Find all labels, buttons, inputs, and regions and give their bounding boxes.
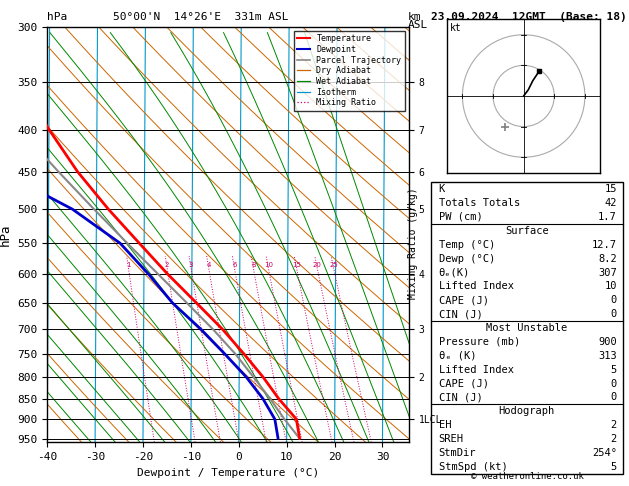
Text: 2: 2 [165,262,169,268]
Text: 5: 5 [611,364,617,375]
Text: 25: 25 [330,262,338,268]
Text: 20: 20 [313,262,322,268]
Text: 8.2: 8.2 [598,254,617,263]
Text: 313: 313 [598,351,617,361]
Text: 307: 307 [598,267,617,278]
Text: K: K [438,184,445,194]
Text: ASL: ASL [408,20,428,31]
Text: 3: 3 [189,262,193,268]
Text: 15: 15 [292,262,301,268]
Text: 42: 42 [604,198,617,208]
Text: StmDir: StmDir [438,448,476,458]
Text: 23.09.2024  12GMT  (Base: 18): 23.09.2024 12GMT (Base: 18) [431,12,626,22]
Text: θₑ(K): θₑ(K) [438,267,470,278]
Text: Most Unstable: Most Unstable [486,323,567,333]
Text: CAPE (J): CAPE (J) [438,295,489,305]
Text: θₑ (K): θₑ (K) [438,351,476,361]
Text: 5: 5 [611,462,617,472]
Text: 10: 10 [604,281,617,292]
Text: 0: 0 [611,379,617,389]
Text: CIN (J): CIN (J) [438,393,482,402]
Text: EH: EH [438,420,451,430]
Text: Dewp (°C): Dewp (°C) [438,254,495,263]
Text: 2: 2 [611,434,617,444]
Text: SREH: SREH [438,434,464,444]
Text: 1.7: 1.7 [598,212,617,222]
Text: Surface: Surface [505,226,548,236]
Text: 15: 15 [604,184,617,194]
Text: 0: 0 [611,309,617,319]
Legend: Temperature, Dewpoint, Parcel Trajectory, Dry Adiabat, Wet Adiabat, Isotherm, Mi: Temperature, Dewpoint, Parcel Trajectory… [294,31,404,110]
Text: 0: 0 [611,393,617,402]
Text: 900: 900 [598,337,617,347]
Text: kt: kt [450,22,462,33]
Text: Pressure (mb): Pressure (mb) [438,337,520,347]
Text: hPa: hPa [47,12,67,22]
Text: Totals Totals: Totals Totals [438,198,520,208]
Text: 12.7: 12.7 [592,240,617,250]
Text: 6: 6 [232,262,237,268]
Text: © weatheronline.co.uk: © weatheronline.co.uk [470,472,584,481]
Text: 2: 2 [611,420,617,430]
Y-axis label: hPa: hPa [0,223,12,246]
Text: 0: 0 [611,295,617,305]
Text: 50°00'N  14°26'E  331m ASL: 50°00'N 14°26'E 331m ASL [113,12,289,22]
Text: Temp (°C): Temp (°C) [438,240,495,250]
Text: Mixing Ratio (g/kg): Mixing Ratio (g/kg) [408,187,418,299]
Text: PW (cm): PW (cm) [438,212,482,222]
Text: 4: 4 [206,262,211,268]
Text: 10: 10 [264,262,273,268]
Text: Lifted Index: Lifted Index [438,281,513,292]
Text: CIN (J): CIN (J) [438,309,482,319]
Text: 1: 1 [126,262,131,268]
Text: CAPE (J): CAPE (J) [438,379,489,389]
Text: 8: 8 [251,262,255,268]
Text: 254°: 254° [592,448,617,458]
Text: km: km [408,12,421,22]
X-axis label: Dewpoint / Temperature (°C): Dewpoint / Temperature (°C) [137,468,319,478]
Text: StmSpd (kt): StmSpd (kt) [438,462,508,472]
Text: Lifted Index: Lifted Index [438,364,513,375]
Text: Hodograph: Hodograph [499,406,555,417]
